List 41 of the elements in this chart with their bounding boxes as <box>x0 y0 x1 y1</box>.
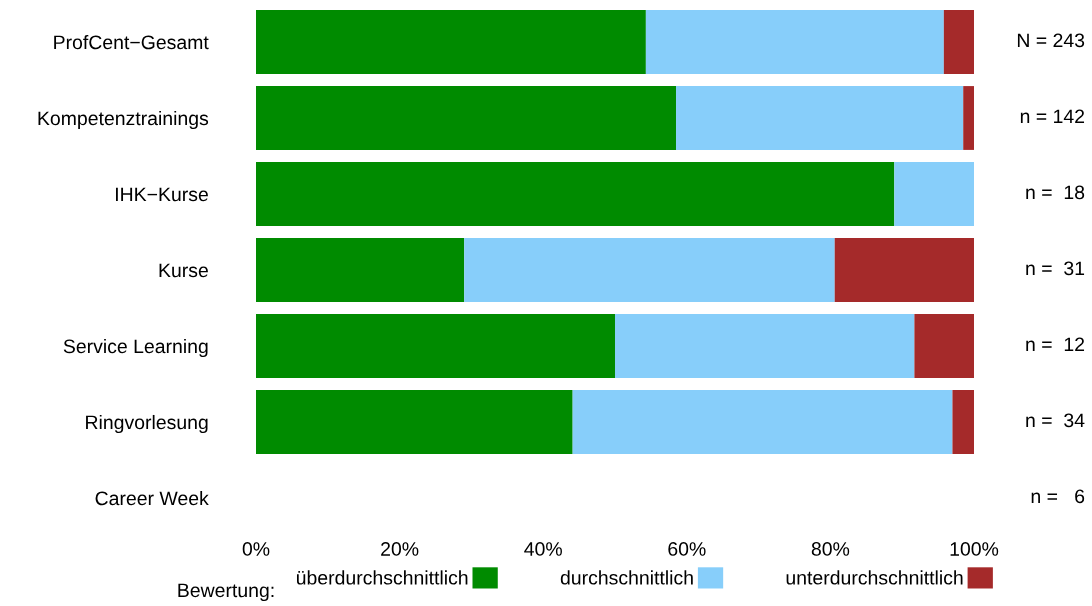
y-tick-label: Career Week <box>95 490 209 506</box>
bar <box>464 238 835 302</box>
legend-label: durchschnittlich <box>560 570 693 585</box>
bar <box>963 86 974 150</box>
x-tick-label: 100% <box>950 542 999 556</box>
bar <box>943 10 974 74</box>
x-tick-label: 80% <box>811 542 850 556</box>
bar <box>256 238 465 302</box>
bar <box>256 314 615 378</box>
text: n = 31 <box>1026 261 1085 276</box>
y-tick-label: ProfCent−Gesamt <box>54 34 209 50</box>
bar <box>572 390 953 454</box>
text: N = 243 <box>1017 33 1085 48</box>
y-tick-label: Service Learning <box>63 338 208 358</box>
bar <box>834 238 974 302</box>
legend-title: Bewertung: <box>178 583 274 602</box>
x-tick-label: 60% <box>668 542 706 556</box>
text: n = 18 <box>1026 185 1085 200</box>
bar <box>645 10 944 74</box>
text: n = 12 <box>1026 337 1085 352</box>
legend-label: überdurchschnittlich <box>297 570 468 585</box>
y-tick-label: Kompetenztrainings <box>38 110 209 130</box>
text: n = 142 <box>1020 109 1085 124</box>
bar <box>676 86 964 150</box>
x-tick-label: 40% <box>524 542 562 556</box>
bar <box>615 314 915 378</box>
x-tick-label: 20% <box>381 542 419 556</box>
text: n = 6 <box>1031 489 1085 504</box>
y-tick-label: Ringvorlesung <box>86 414 208 434</box>
legend-label: unterdurchschnittlich <box>786 570 963 585</box>
bar <box>256 162 895 226</box>
bar <box>256 86 677 150</box>
y-tick-label: IHK−Kurse <box>116 187 208 202</box>
text: n = 34 <box>1026 413 1085 428</box>
bar <box>894 162 974 226</box>
bar <box>914 314 974 378</box>
bar <box>952 390 974 454</box>
bar <box>256 10 646 74</box>
x-tick-label: 0% <box>242 542 270 556</box>
bar <box>256 390 573 454</box>
y-tick-label: Kurse <box>159 263 208 278</box>
